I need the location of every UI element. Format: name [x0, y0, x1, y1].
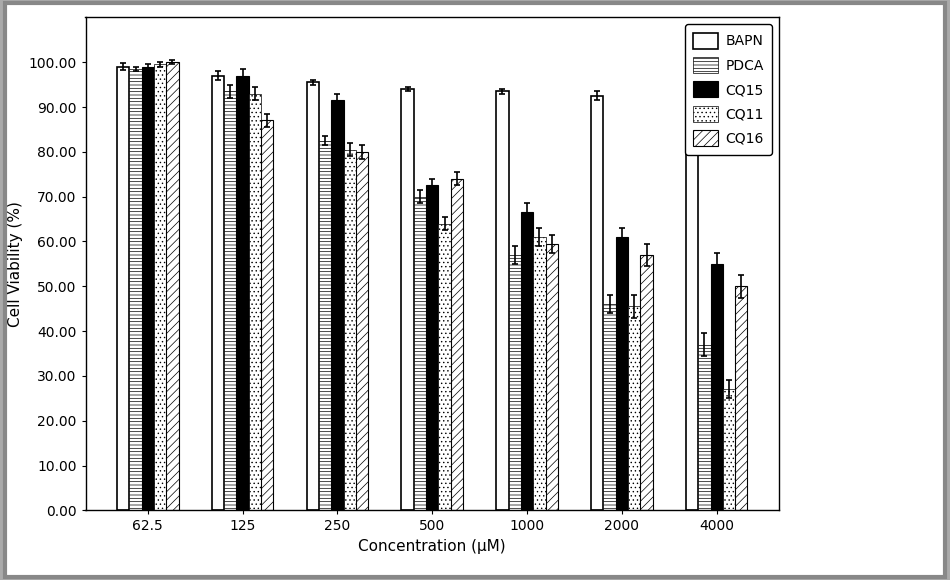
Bar	[212, 75, 224, 510]
Bar	[723, 389, 735, 510]
Bar	[237, 75, 249, 510]
Bar	[307, 82, 319, 510]
Bar	[117, 67, 129, 510]
Bar	[319, 140, 332, 510]
Bar	[698, 345, 711, 510]
Bar	[533, 237, 545, 510]
Bar	[545, 244, 558, 510]
Bar	[154, 64, 166, 510]
Bar	[142, 67, 154, 510]
Bar	[224, 92, 237, 510]
Bar	[249, 93, 261, 510]
Bar	[166, 62, 179, 510]
Bar	[450, 179, 463, 510]
Bar	[711, 264, 723, 510]
Bar	[402, 89, 414, 510]
Bar	[640, 255, 653, 510]
Bar	[603, 304, 616, 510]
Bar	[686, 105, 698, 510]
Bar	[591, 96, 603, 510]
Bar	[496, 92, 508, 510]
Bar	[344, 150, 356, 510]
Bar	[521, 212, 533, 510]
Bar	[332, 100, 344, 510]
Bar	[735, 287, 748, 510]
Legend: BAPN, PDCA, CQ15, CQ11, CQ16: BAPN, PDCA, CQ15, CQ11, CQ16	[685, 24, 772, 154]
Bar	[356, 152, 369, 510]
Bar	[427, 186, 438, 510]
Bar	[414, 197, 427, 510]
X-axis label: Concentration (μM): Concentration (μM)	[358, 539, 506, 554]
Bar	[261, 121, 274, 510]
Bar	[508, 255, 521, 510]
Bar	[616, 237, 628, 510]
Bar	[438, 223, 450, 510]
Bar	[129, 69, 142, 510]
Bar	[628, 306, 640, 510]
Y-axis label: Cell Viability (%): Cell Viability (%)	[8, 201, 23, 327]
